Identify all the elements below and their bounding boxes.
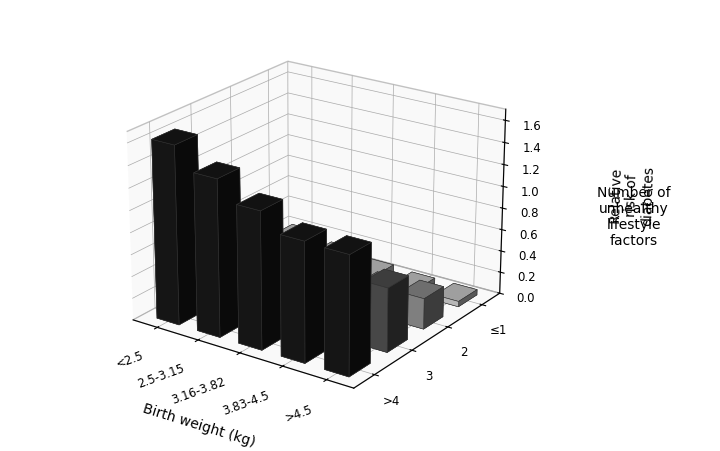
X-axis label: Birth weight (kg): Birth weight (kg) [140,401,256,449]
Text: Number of
unhealthy
lifestyle
factors: Number of unhealthy lifestyle factors [597,185,670,248]
